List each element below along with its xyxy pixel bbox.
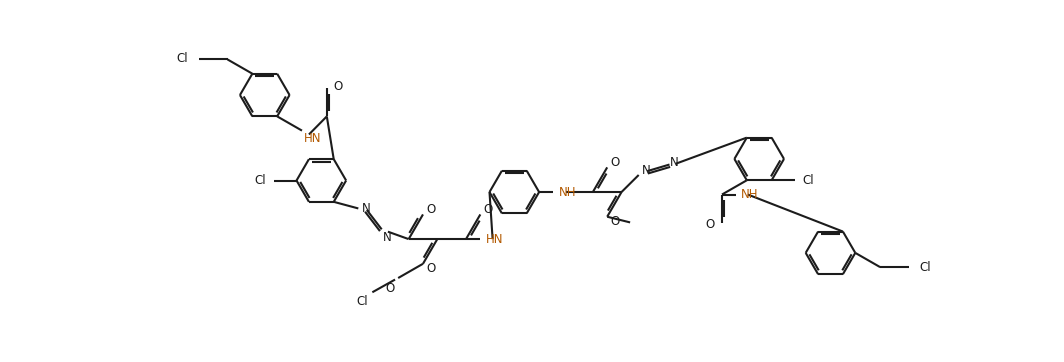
Text: HN: HN bbox=[485, 233, 503, 245]
Text: Cl: Cl bbox=[177, 52, 188, 65]
Text: N: N bbox=[362, 202, 371, 215]
Text: N: N bbox=[382, 231, 392, 244]
Text: Cl: Cl bbox=[802, 174, 814, 187]
Text: Cl: Cl bbox=[919, 261, 931, 274]
Text: O: O bbox=[611, 156, 619, 169]
Text: Cl: Cl bbox=[356, 295, 368, 308]
Text: Cl: Cl bbox=[254, 174, 266, 187]
Text: O: O bbox=[611, 215, 619, 228]
Text: O: O bbox=[385, 282, 395, 295]
Text: O: O bbox=[334, 80, 343, 93]
Text: NH: NH bbox=[741, 188, 759, 201]
Text: HN: HN bbox=[304, 132, 321, 145]
Text: O: O bbox=[483, 203, 493, 216]
Text: N: N bbox=[670, 156, 679, 169]
Text: N: N bbox=[642, 164, 650, 177]
Text: O: O bbox=[705, 218, 715, 231]
Text: O: O bbox=[426, 203, 435, 216]
Text: O: O bbox=[426, 262, 435, 275]
Text: NH: NH bbox=[559, 186, 577, 198]
